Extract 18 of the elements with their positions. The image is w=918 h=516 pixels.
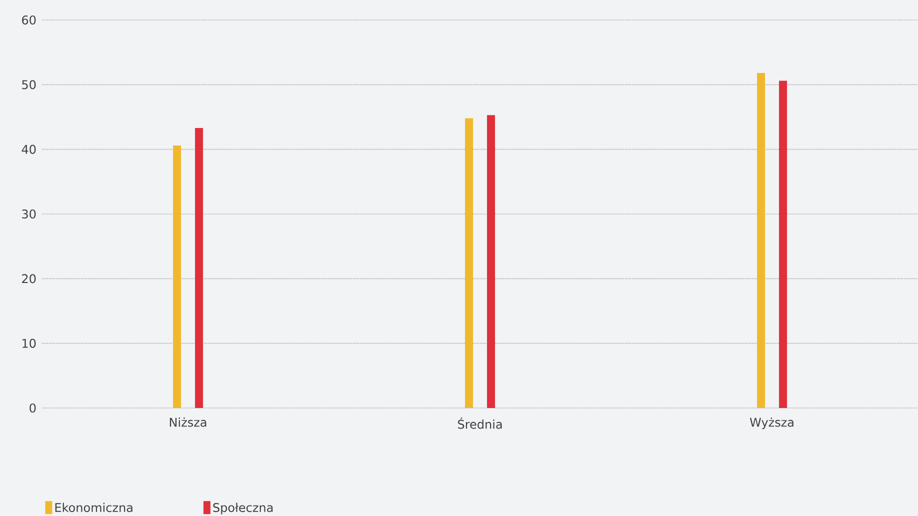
bar [173, 145, 181, 408]
bar [465, 118, 474, 408]
bar [779, 80, 788, 408]
x-tick-label: Średnia [458, 418, 502, 429]
bar [757, 73, 766, 408]
bar [487, 115, 496, 408]
x-tick-label: Niższa [170, 418, 206, 427]
x-tick-label: Wyższa [750, 418, 794, 430]
y-tick-label: 0 [30, 403, 36, 413]
y-tick-label: 40 [22, 144, 36, 154]
legend-label: Ekonomiczna [55, 502, 132, 512]
y-tick-label: 60 [22, 15, 36, 25]
y-tick-label: 20 [22, 274, 36, 284]
bar [195, 128, 203, 408]
y-tick-label: 50 [22, 80, 36, 90]
y-tick-label: 30 [22, 209, 36, 219]
y-tick-label: 10 [22, 338, 36, 348]
legend-label: Społeczna [213, 502, 273, 514]
